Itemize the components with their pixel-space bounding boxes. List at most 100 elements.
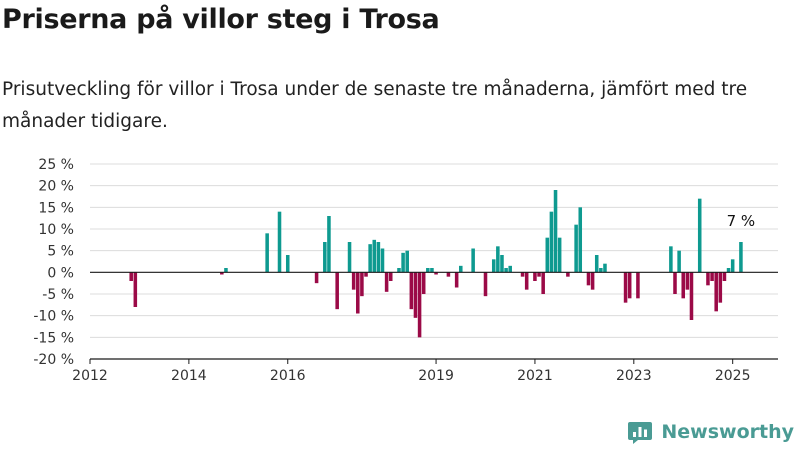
bars bbox=[129, 190, 743, 338]
bar bbox=[504, 268, 508, 273]
y-tick-label: 25 % bbox=[38, 157, 74, 173]
y-tick-label: 0 % bbox=[47, 265, 74, 281]
bar bbox=[347, 242, 352, 273]
bar bbox=[401, 252, 405, 273]
x-tick-label: 2014 bbox=[171, 368, 207, 384]
bar bbox=[323, 242, 327, 273]
bar bbox=[685, 272, 690, 290]
bar bbox=[722, 272, 727, 281]
bar bbox=[553, 190, 558, 273]
bar bbox=[677, 250, 681, 273]
bar bbox=[360, 272, 364, 297]
bar bbox=[446, 272, 451, 277]
bar bbox=[483, 272, 488, 297]
bar bbox=[405, 250, 409, 273]
y-axis: -20 % -15 % -10 % -5 % 0 % 5 % 10 % 15 % 20 % 25 … bbox=[33, 157, 74, 368]
chart-subtitle: Prisutveckling för villor i Trosa under … bbox=[2, 79, 748, 132]
bar bbox=[574, 224, 578, 273]
bar bbox=[335, 272, 339, 310]
bar bbox=[380, 248, 385, 273]
bar bbox=[557, 237, 562, 273]
bar bbox=[351, 272, 356, 290]
bar bbox=[524, 272, 529, 290]
y-tick-label: 10 % bbox=[38, 222, 74, 238]
x-tick-label: 2023 bbox=[616, 368, 652, 384]
latest-value-label: 7 % bbox=[727, 212, 756, 230]
bar-chart: 2012 2014 2016 2019 2021 2023 2025 -20 %-15 %-… bbox=[33, 157, 778, 384]
bar bbox=[384, 272, 389, 292]
bar bbox=[471, 248, 475, 273]
bar-chart-logo-icon bbox=[628, 422, 653, 444]
bar bbox=[285, 255, 290, 273]
bar bbox=[673, 272, 677, 294]
bar bbox=[681, 272, 686, 299]
bar bbox=[545, 237, 550, 273]
bar bbox=[129, 272, 133, 281]
y-tick-label: -5 % bbox=[42, 287, 74, 303]
y-tick-label: -20 % bbox=[33, 352, 74, 368]
bar bbox=[508, 265, 512, 273]
bar bbox=[726, 268, 731, 273]
bar bbox=[413, 272, 418, 318]
bar bbox=[636, 272, 640, 299]
bar bbox=[730, 259, 735, 273]
x-axis: 2012 2014 2016 2019 2021 2023 2025 bbox=[72, 358, 778, 384]
x-tick-label: 2016 bbox=[270, 368, 306, 384]
bar bbox=[594, 255, 599, 273]
bar bbox=[277, 211, 282, 273]
bar bbox=[739, 242, 743, 273]
bar bbox=[623, 272, 628, 303]
bar bbox=[500, 255, 504, 273]
bar bbox=[220, 272, 224, 275]
bar bbox=[603, 263, 607, 273]
bar bbox=[669, 246, 673, 273]
brand-name: Newsworthy bbox=[661, 421, 794, 443]
bar bbox=[364, 272, 368, 277]
bar bbox=[397, 268, 401, 273]
bar bbox=[417, 272, 422, 338]
bar bbox=[356, 272, 360, 314]
bar bbox=[421, 272, 426, 294]
x-tick-label: 2025 bbox=[715, 368, 751, 384]
bar bbox=[697, 198, 702, 273]
bar bbox=[718, 272, 723, 303]
bar bbox=[372, 239, 377, 273]
bar bbox=[430, 268, 434, 273]
bar bbox=[578, 207, 583, 273]
bar bbox=[133, 272, 138, 307]
bar bbox=[426, 268, 430, 273]
x-tick-label: 2021 bbox=[517, 368, 553, 384]
bar bbox=[537, 272, 541, 277]
y-tick-label: -10 % bbox=[33, 309, 74, 325]
newsworthy-brand: Newsworthy bbox=[627, 420, 794, 444]
bar bbox=[327, 216, 331, 273]
y-tick-label: 15 % bbox=[38, 200, 74, 216]
bar bbox=[586, 272, 591, 286]
bar bbox=[224, 268, 228, 273]
bar bbox=[533, 272, 537, 281]
bar bbox=[454, 272, 459, 288]
bar bbox=[549, 211, 554, 273]
bar bbox=[710, 272, 714, 281]
bar bbox=[627, 272, 632, 299]
bar bbox=[459, 265, 463, 273]
bar bbox=[368, 244, 372, 273]
chart-title: Priserna på villor steg i Trosa bbox=[2, 4, 440, 35]
bar bbox=[265, 233, 269, 273]
bar bbox=[314, 272, 319, 284]
x-tick-label: 2019 bbox=[418, 368, 454, 384]
bar bbox=[706, 272, 710, 286]
y-tick-label: 5 % bbox=[47, 244, 74, 260]
bar bbox=[491, 259, 496, 273]
bar bbox=[388, 272, 393, 281]
bar bbox=[409, 272, 414, 310]
bar bbox=[689, 272, 694, 320]
bar bbox=[376, 242, 381, 273]
bar bbox=[599, 268, 603, 273]
bar bbox=[541, 272, 545, 294]
grid-lines bbox=[90, 163, 778, 338]
bar bbox=[520, 272, 525, 277]
bar bbox=[434, 272, 438, 275]
y-tick-label: -15 % bbox=[33, 330, 74, 346]
bar bbox=[590, 272, 595, 290]
